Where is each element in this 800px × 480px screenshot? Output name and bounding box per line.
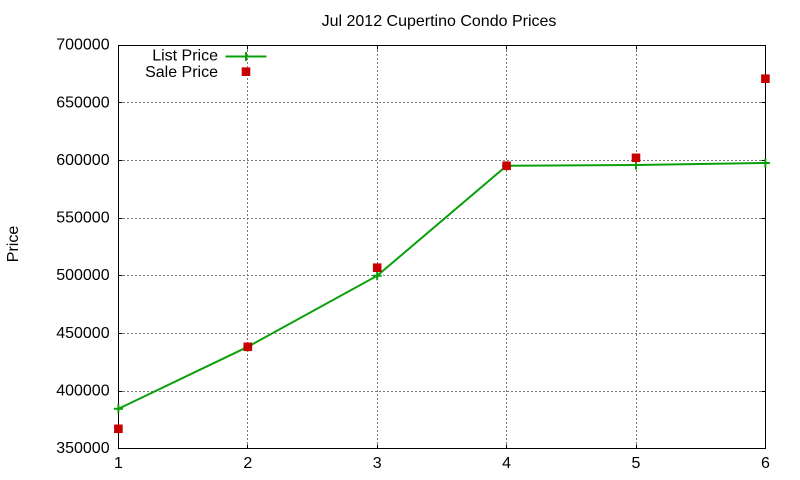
svg-text:600000: 600000: [56, 152, 109, 169]
svg-text:400000: 400000: [56, 382, 109, 399]
svg-text:550000: 550000: [56, 210, 109, 227]
svg-text:500000: 500000: [56, 267, 109, 284]
svg-text:6: 6: [761, 455, 770, 472]
svg-text:650000: 650000: [56, 94, 109, 111]
svg-text:Sale Price: Sale Price: [145, 64, 218, 81]
svg-text:3: 3: [373, 455, 382, 472]
svg-text:Price: Price: [5, 226, 22, 263]
svg-text:4: 4: [502, 455, 511, 472]
svg-text:List Price: List Price: [152, 48, 218, 65]
svg-text:5: 5: [632, 455, 641, 472]
svg-text:700000: 700000: [56, 37, 109, 54]
svg-text:1: 1: [114, 455, 123, 472]
svg-text:350000: 350000: [56, 440, 109, 457]
svg-text:Jul 2012 Cupertino Condo Price: Jul 2012 Cupertino Condo Prices: [322, 13, 557, 30]
svg-text:2: 2: [243, 455, 252, 472]
svg-text:450000: 450000: [56, 325, 109, 342]
